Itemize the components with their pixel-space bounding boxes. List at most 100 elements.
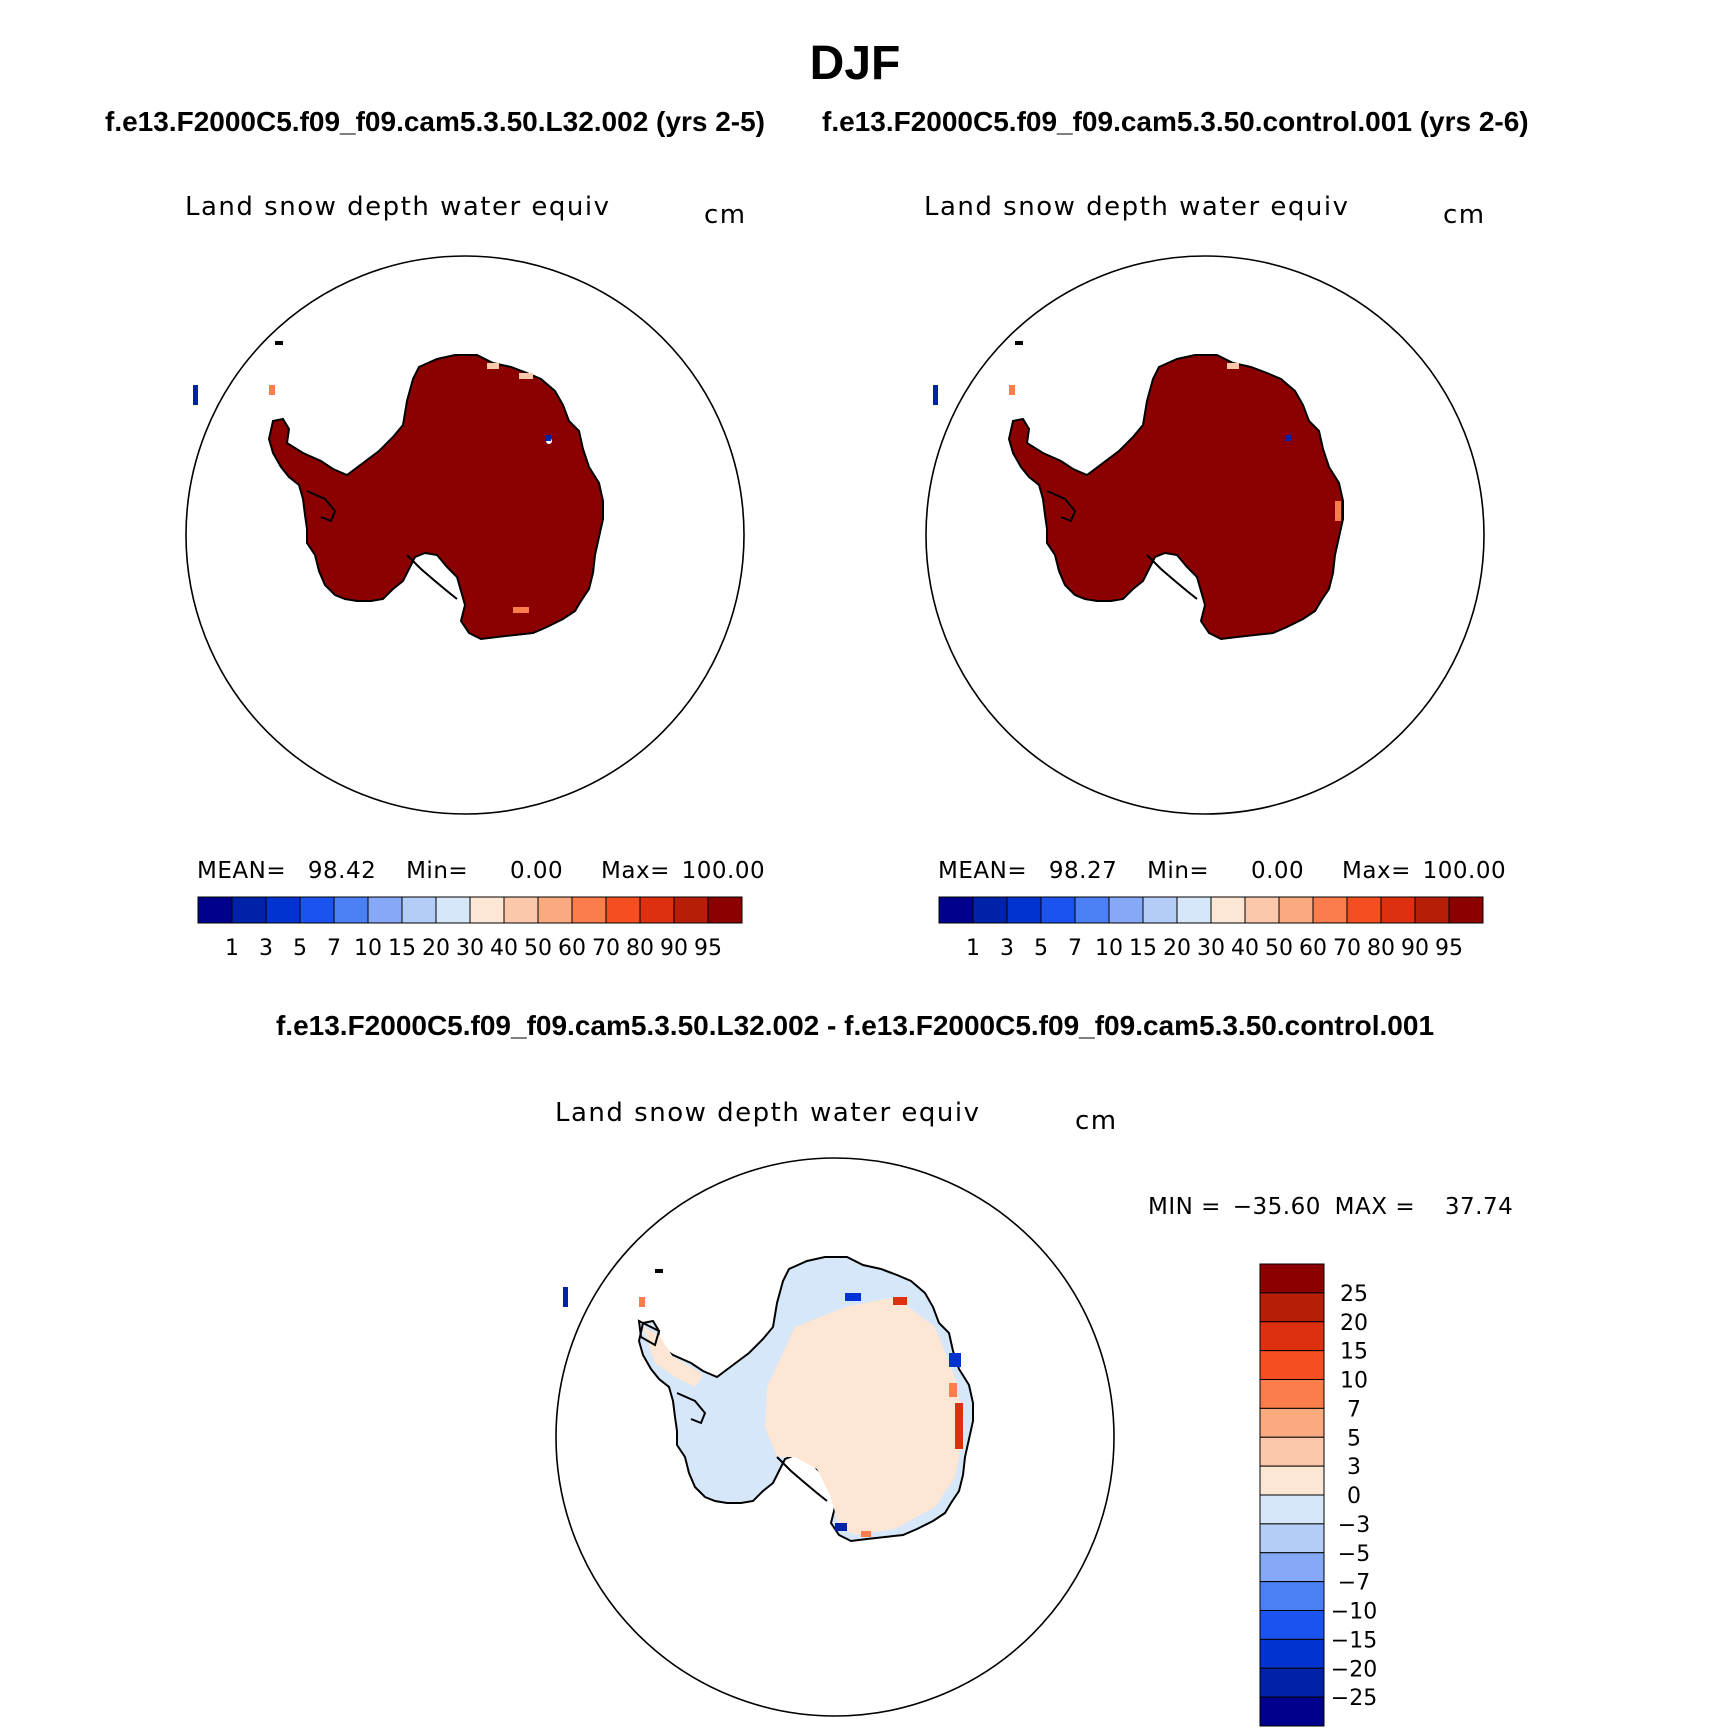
diff-colorbar-swatch-4	[1259, 1379, 1325, 1409]
panel-1-colorbar-swatch-12	[605, 896, 641, 924]
panel-2-colorbar-label-6: 20	[1163, 936, 1191, 961]
panel-1-colorbar-label-13: 90	[660, 936, 688, 961]
panel-1-antarctica-fill	[267, 354, 604, 641]
panel-1-colorbar-swatch-2	[265, 896, 301, 924]
panel-1-colorbar-swatch-14	[673, 896, 709, 924]
panel-2-colorbar-label-7: 30	[1197, 936, 1225, 961]
panel-1-colorbar-swatch-0	[197, 896, 233, 924]
panel-1-colorbar-swatch-5	[367, 896, 403, 924]
diff-colorbar-label-2: 15	[1340, 1340, 1368, 1365]
panel-2-mean-value: 98.27	[1048, 858, 1118, 884]
panel-1-ice-shelf-outline	[306, 490, 337, 523]
panel-1-colorbar-label-10: 60	[558, 936, 586, 961]
panel-1-mean-value: 98.42	[307, 858, 377, 884]
panel-1-max-value: 100.00	[681, 858, 766, 884]
panel-2-colorbar-swatch-15	[1448, 896, 1484, 924]
panel-1-colorbar-swatch-3	[299, 896, 335, 924]
diff-ice-shelf-outline	[676, 1392, 707, 1425]
panel-1-units-label: cm	[704, 200, 747, 230]
diff-colorbar-swatch-7	[1259, 1465, 1325, 1496]
panel-1-colorbar-label-1: 3	[259, 936, 273, 961]
panel-2-max-label: Max=	[1342, 858, 1411, 884]
diff-min-value: −35.60	[1232, 1194, 1321, 1220]
panel-1-max-label: Max=	[601, 858, 670, 884]
panel-2-ice-shelf-outline	[1046, 490, 1077, 523]
panel-1-colorbar-label-5: 15	[388, 936, 416, 961]
diff-colorbar-swatch-6	[1259, 1436, 1325, 1467]
panel-1-colorbar: 1 3 5 7 10 15 20 30 40 50 60 70 80 90 95	[197, 896, 743, 961]
panel-2-min-label: Min=	[1147, 858, 1210, 884]
diff-colorbar-label-10: −7	[1338, 1571, 1370, 1596]
panel-2-colorbar-swatch-4	[1074, 896, 1110, 924]
diff-colorbar-swatch-12	[1259, 1610, 1325, 1640]
diff-colorbar-label-3: 10	[1340, 1369, 1368, 1394]
panel-2-antarctica-fill	[1007, 354, 1344, 641]
diff-colorbar-swatch-15	[1259, 1696, 1325, 1727]
diff-max-value: 37.74	[1444, 1194, 1514, 1220]
panel-2-colorbar-swatch-6	[1142, 896, 1178, 924]
panel-1-colorbar-swatch-10	[537, 896, 573, 924]
panel-1-polar-map	[185, 255, 745, 815]
panel-1-colorbar-label-14: 95	[694, 936, 722, 961]
panel-1-mean-label: MEAN=	[197, 858, 287, 884]
panel-2-colorbar-swatch-5	[1108, 896, 1144, 924]
diff-colorbar-label-0: 25	[1340, 1282, 1368, 1307]
panel-1-colorbar-label-3: 7	[327, 936, 341, 961]
panel-1-colorbar-label-11: 70	[592, 936, 620, 961]
diff-colorbar-label-13: −20	[1331, 1657, 1377, 1682]
panel-2-stats: MEAN= 98.27 Min= 0.00 Max= 100.00	[938, 858, 1506, 884]
panel-2-colorbar-label-12: 80	[1367, 936, 1395, 961]
panel-2-colorbar-swatch-1	[972, 896, 1008, 924]
panel-1-colorbar-swatch-11	[571, 896, 607, 924]
diff-colorbar-label-12: −15	[1331, 1628, 1377, 1653]
diff-colorbar-label-7: 0	[1347, 1484, 1361, 1509]
panel-2-units-label: cm	[1443, 200, 1486, 230]
panel-2-colorbar-label-1: 3	[1000, 936, 1014, 961]
diff-variable-label: Land snow depth water equiv	[555, 1098, 981, 1128]
diff-colorbar: 25 20 15 10 7 5 3 0 −3 −5 −7 −10 −15 −20 −25	[1259, 1263, 1377, 1727]
panel-2-colorbar-label-14: 95	[1435, 936, 1463, 961]
diff-colorbar-swatch-2	[1259, 1321, 1325, 1352]
diff-colorbar-label-11: −10	[1331, 1600, 1377, 1625]
diff-colorbar-swatch-1	[1259, 1292, 1325, 1323]
panel-2-mean-label: MEAN=	[938, 858, 1028, 884]
diff-colorbar-label-8: −3	[1338, 1513, 1370, 1538]
diff-colorbar-label-6: 3	[1347, 1455, 1361, 1480]
panel-2-colorbar-swatch-11	[1312, 896, 1348, 924]
diff-colorbar-label-9: −5	[1338, 1542, 1370, 1567]
panel-2-colorbar-label-13: 90	[1401, 936, 1429, 961]
panel-1-colorbar-label-6: 20	[422, 936, 450, 961]
panel-1-colorbar-swatch-1	[231, 896, 267, 924]
panel-1-stats: MEAN= 98.42 Min= 0.00 Max= 100.00	[197, 858, 765, 884]
panel-2-colorbar-label-0: 1	[966, 936, 980, 961]
panel-1-colorbar-label-12: 80	[626, 936, 654, 961]
panel-2-colorbar-swatch-2	[1006, 896, 1042, 924]
diff-colorbar-swatch-0	[1259, 1263, 1325, 1294]
panel-1-variable-label: Land snow depth water equiv	[185, 192, 611, 222]
diff-min-label: MIN =	[1148, 1194, 1221, 1220]
panel-2-variable-label: Land snow depth water equiv	[924, 192, 1350, 222]
diff-units-label: cm	[1075, 1106, 1118, 1136]
panel-2-colorbar-swatch-3	[1040, 896, 1076, 924]
panel-2-colorbar-label-4: 10	[1095, 936, 1123, 961]
panel-1-colorbar-swatch-13	[639, 896, 675, 924]
diff-colorbar-swatch-9	[1259, 1523, 1325, 1554]
diff-colorbar-swatch-13	[1259, 1638, 1325, 1669]
diff-ross-shelf-outline	[776, 1456, 828, 1502]
panel-2-colorbar-swatch-10	[1278, 896, 1314, 924]
panel-2-colorbar-swatch-0	[938, 896, 974, 924]
panel-2-colorbar-swatch-7	[1176, 896, 1212, 924]
diff-colorbar-swatch-3	[1259, 1350, 1325, 1380]
diff-title: f.e13.F2000C5.f09_f09.cam5.3.50.L32.002 …	[275, 1010, 1435, 1041]
panel-1-colorbar-swatch-8	[469, 896, 505, 924]
panel-1-colorbar-label-2: 5	[293, 936, 307, 961]
panel-2-colorbar-label-3: 7	[1068, 936, 1082, 961]
panel-2-case-label: f.e13.F2000C5.f09_f09.cam5.3.50.control.…	[822, 106, 1529, 138]
panel-1-colorbar-label-0: 1	[225, 936, 239, 961]
panel-1-colorbar-label-7: 30	[456, 936, 484, 961]
diff-colorbar-label-4: 7	[1347, 1397, 1361, 1422]
panel-1-colorbar-swatch-4	[333, 896, 369, 924]
panel-2-min-value: 0.00	[1250, 858, 1305, 884]
diff-min-max: MIN = −35.60 MAX = 37.74	[1148, 1194, 1513, 1220]
diff-colorbar-label-1: 20	[1340, 1311, 1368, 1336]
